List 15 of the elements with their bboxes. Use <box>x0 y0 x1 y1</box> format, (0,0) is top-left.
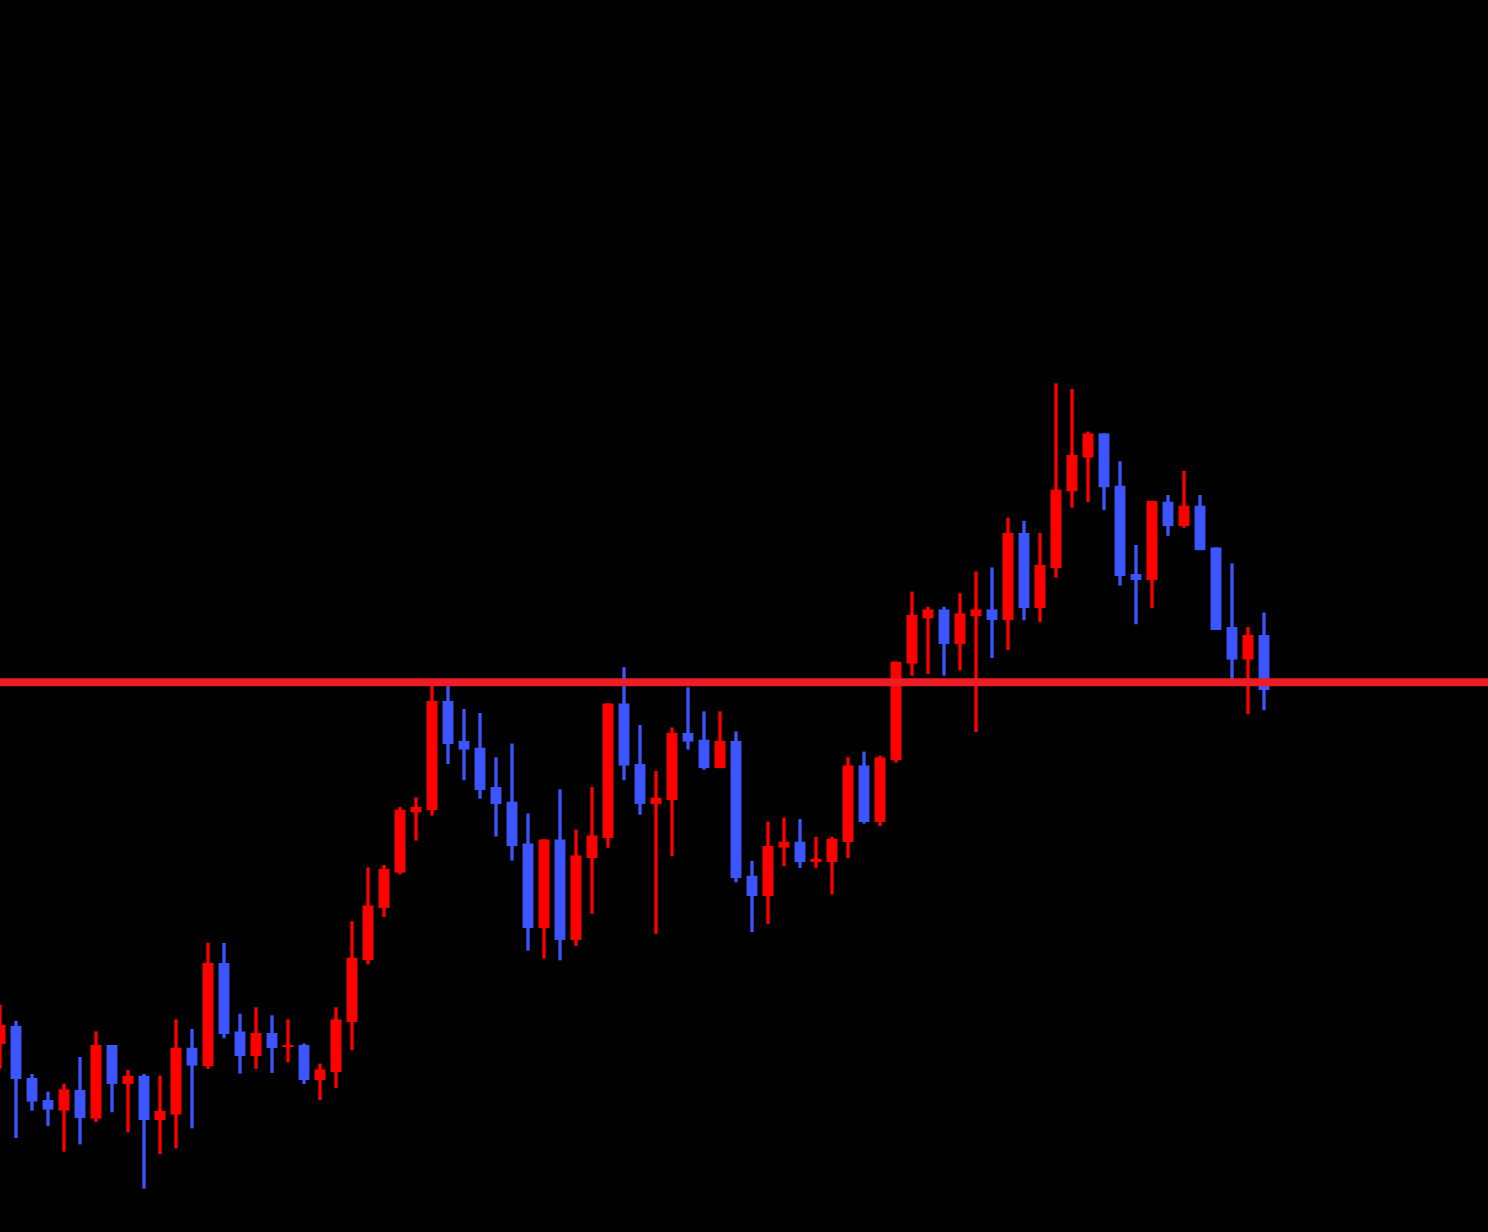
candlestick <box>1130 544 1142 625</box>
candlestick <box>922 606 934 675</box>
candlestick <box>682 687 694 750</box>
candlestick <box>186 1028 198 1129</box>
candlestick <box>778 817 790 867</box>
candlestick <box>266 1015 278 1073</box>
candlestick <box>970 571 982 732</box>
candlestick <box>586 786 598 914</box>
candlestick <box>458 708 470 781</box>
candlestick <box>650 770 662 934</box>
candlestick <box>154 1075 166 1155</box>
candlestick <box>986 567 998 659</box>
candlestick <box>490 757 502 837</box>
candlestick <box>122 1069 134 1133</box>
candlestick <box>282 1019 294 1063</box>
